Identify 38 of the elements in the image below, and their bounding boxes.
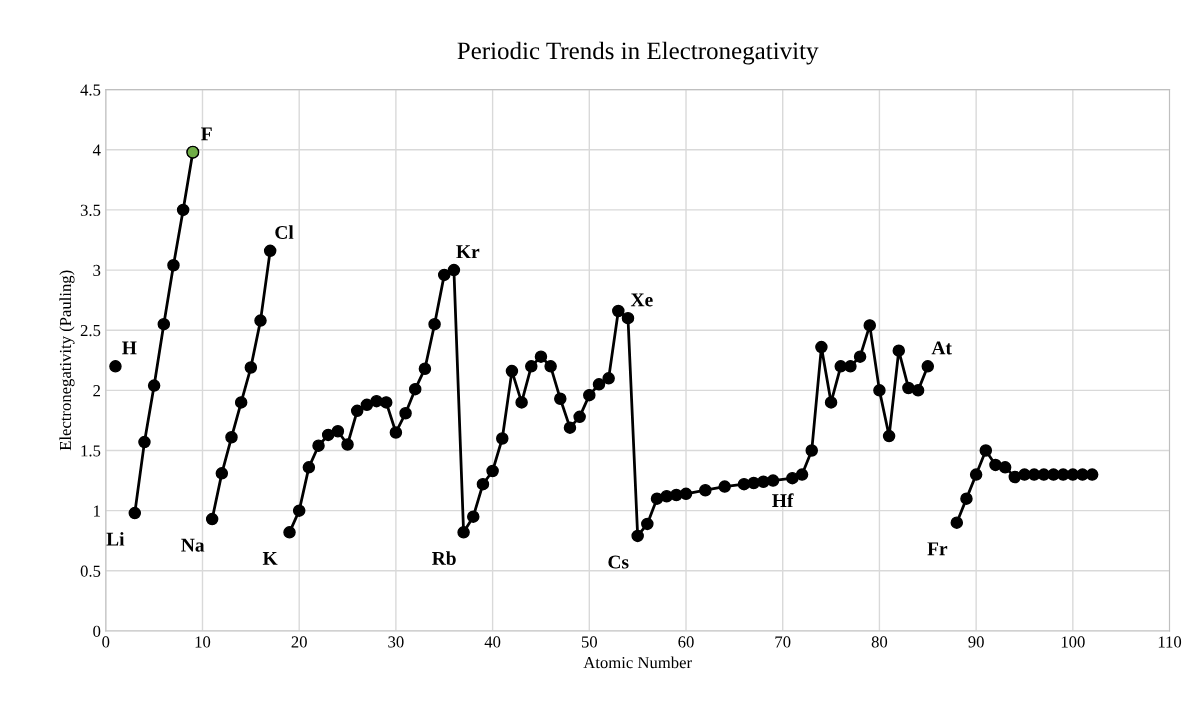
x-tick-label: 70: [775, 636, 791, 648]
y-tick-label: 0.5: [80, 565, 101, 577]
y-tick-label: 4.5: [80, 84, 101, 96]
annotation: Na: [181, 538, 205, 552]
x-tick-label: 110: [1158, 636, 1182, 648]
x-tick-label: 50: [581, 636, 598, 648]
y-tick-label: 0: [93, 625, 101, 637]
annotation: Xe: [630, 293, 653, 307]
y-tick-label: 3.5: [80, 204, 101, 216]
y-tick-label: 3: [93, 264, 101, 277]
y-tick-label: 2: [93, 385, 100, 397]
chart-title: Periodic Trends in Electronegativity: [457, 41, 819, 65]
y-axis-title: Electronegativity (Pauling): [59, 270, 75, 451]
x-axis-title: Atomic Number: [583, 656, 692, 669]
x-tick-label: 80: [871, 636, 888, 648]
annotation: Fr: [927, 542, 948, 556]
annotation: Cs: [608, 555, 629, 569]
x-tick-label: 10: [195, 636, 211, 648]
x-tick-label: 60: [678, 636, 694, 648]
annotation: Li: [106, 532, 125, 546]
annotation: Kr: [456, 245, 480, 259]
annotation: Cl: [275, 225, 294, 240]
y-tick-label: 1.5: [81, 445, 101, 457]
annotation: Rb: [432, 551, 456, 565]
x-tick-label: 40: [484, 636, 501, 648]
y-tick-label: 2.5: [80, 324, 101, 337]
annotation: H: [122, 341, 137, 355]
x-tick-label: 0: [102, 636, 110, 648]
x-tick-label: 100: [1061, 636, 1085, 648]
x-tick-label: 20: [291, 636, 307, 648]
x-tick-label: 90: [968, 636, 984, 648]
annotation: At: [931, 341, 952, 355]
x-tick-label: 30: [388, 636, 404, 648]
annotation: K: [262, 552, 278, 565]
y-tick-label: 1: [94, 505, 100, 517]
y-tick-label: 4: [92, 144, 101, 156]
annotation: Hf: [772, 493, 794, 508]
annotation: F: [201, 127, 212, 141]
